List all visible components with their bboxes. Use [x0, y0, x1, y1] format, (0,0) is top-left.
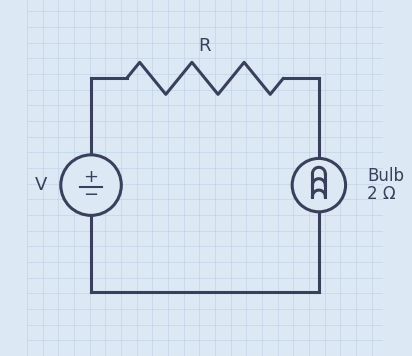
Circle shape [61, 155, 121, 215]
Circle shape [292, 158, 346, 212]
Text: V: V [35, 176, 47, 194]
Text: −: − [84, 186, 98, 204]
Text: R: R [199, 37, 211, 55]
Text: Bulb: Bulb [367, 167, 404, 185]
Text: 2 Ω: 2 Ω [367, 185, 396, 203]
Text: +: + [84, 168, 98, 186]
